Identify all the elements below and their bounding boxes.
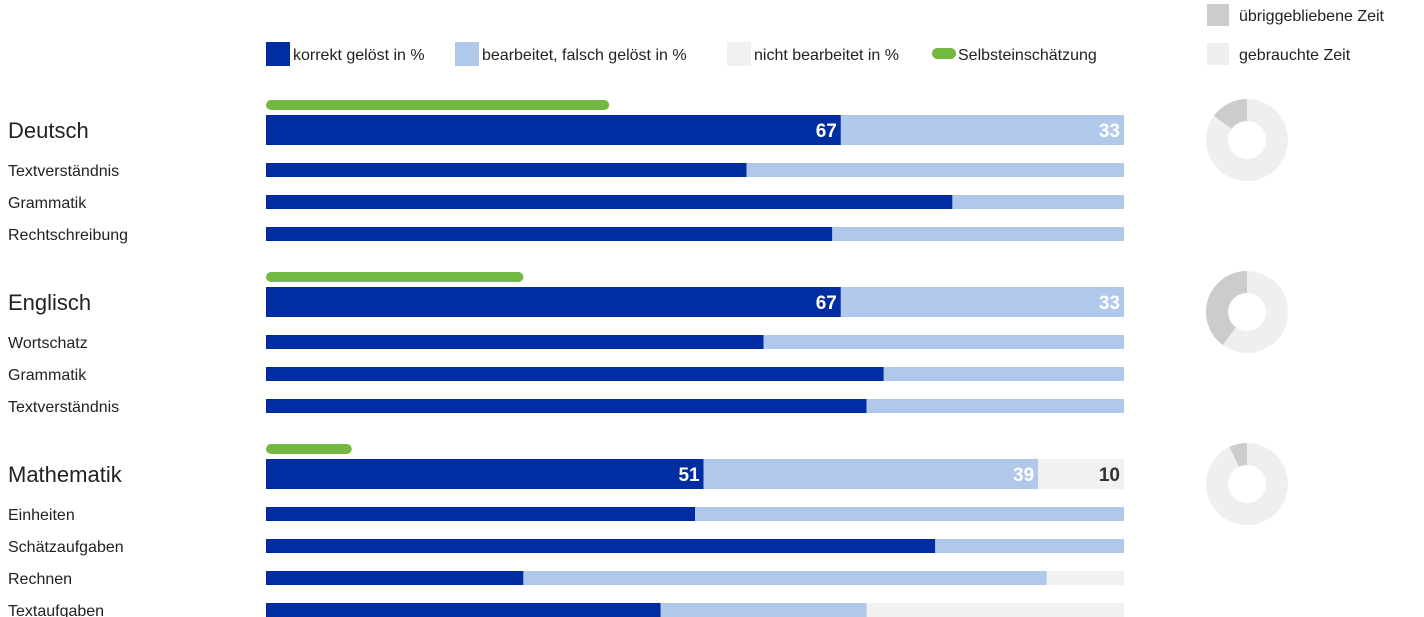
legend-label-self: Selbsteinschätzung: [958, 47, 1097, 64]
value-label-wrong-englisch: 33: [1099, 293, 1120, 314]
subskill-bar-correct: [266, 335, 764, 349]
subskill-bar-wrong: [763, 335, 1124, 349]
value-label-correct-englisch: 67: [816, 293, 837, 314]
subskill-label: Einheiten: [8, 507, 75, 524]
plot-area: Deutsch 67 33 Textverständnis Grammatik Recht…: [8, 99, 1288, 617]
subskill-bar-correct: [266, 227, 833, 241]
bar-wrong-deutsch: [840, 115, 1124, 145]
subskill-bar-wrong: [866, 399, 1124, 413]
time-legend-swatch-used: [1207, 43, 1229, 65]
legend-swatch-self: [932, 48, 956, 59]
subskill-bar-correct: [266, 163, 747, 177]
time-legend-swatch-remaining: [1207, 4, 1229, 26]
bar-wrong-englisch: [840, 287, 1124, 317]
bar-correct-mathematik: [266, 459, 704, 489]
subskill-bar-correct: [266, 195, 953, 209]
subskill-bar-wrong: [746, 163, 1124, 177]
subskill-label: Wortschatz: [8, 335, 88, 352]
value-label-unanswered-mathematik: 10: [1099, 465, 1120, 486]
legend-swatch-wrong: [455, 42, 479, 66]
subskill-bar-wrong: [660, 603, 867, 617]
time-legend: übriggebliebene Zeit gebrauchte Zeit: [1207, 4, 1385, 65]
value-label-correct-deutsch: 67: [816, 121, 837, 142]
subskill-label: Rechnen: [8, 571, 72, 588]
subskill-bar-unanswered: [1046, 571, 1124, 585]
time-donut-hole-deutsch: [1228, 121, 1266, 159]
subskill-bar-wrong: [935, 539, 1124, 553]
self-assessment-bar-englisch: [266, 272, 524, 282]
subskill-bar-wrong: [952, 195, 1124, 209]
time-legend-label-used: gebrauchte Zeit: [1239, 47, 1351, 64]
time-legend-label-remaining: übriggebliebene Zeit: [1239, 8, 1385, 25]
subskill-label: Grammatik: [8, 367, 87, 384]
subskill-label: Schätzaufgaben: [8, 539, 124, 556]
time-donut-hole-mathematik: [1228, 465, 1266, 503]
value-label-correct-mathematik: 51: [678, 465, 700, 486]
time-donut-hole-englisch: [1228, 293, 1266, 331]
legend: korrekt gelöst in % bearbeitet, falsch g…: [266, 42, 1097, 66]
legend-swatch-unanswered: [727, 42, 751, 66]
subskill-bar-correct: [266, 539, 936, 553]
legend-label-correct: korrekt gelöst in %: [293, 47, 425, 64]
subskill-bar-correct: [266, 399, 867, 413]
subskill-bar-correct: [266, 603, 661, 617]
bar-correct-deutsch: [266, 115, 841, 145]
bar-wrong-mathematik: [703, 459, 1039, 489]
subject-label-mathematik: Mathematik: [8, 462, 123, 487]
bar-unanswered-mathematik: [1038, 459, 1124, 489]
subskill-label: Textverständnis: [8, 399, 119, 416]
subskill-bar-wrong: [523, 571, 1047, 585]
legend-label-wrong: bearbeitet, falsch gelöst in %: [482, 47, 687, 64]
subskill-bar-correct: [266, 571, 524, 585]
self-assessment-bar-mathematik: [266, 444, 352, 454]
subskill-bar-correct: [266, 507, 695, 521]
subskill-bar-wrong: [695, 507, 1124, 521]
subskill-label: Textverständnis: [8, 163, 119, 180]
self-assessment-bar-deutsch: [266, 100, 610, 110]
legend-swatch-correct: [266, 42, 290, 66]
value-label-wrong-mathematik: 39: [1013, 465, 1034, 486]
subject-label-deutsch: Deutsch: [8, 118, 89, 143]
subskill-bar-wrong: [883, 367, 1124, 381]
time-donut-remaining-englisch: [1205, 271, 1247, 346]
subskill-bar-unanswered: [866, 603, 1124, 617]
subject-label-englisch: Englisch: [8, 290, 91, 315]
subskill-label: Rechtschreibung: [8, 227, 128, 244]
value-label-wrong-deutsch: 33: [1099, 121, 1120, 142]
subskill-label: Textaufgaben: [8, 603, 104, 617]
bar-correct-englisch: [266, 287, 841, 317]
subskill-bar-wrong: [832, 227, 1124, 241]
subskill-label: Grammatik: [8, 195, 87, 212]
subskill-bar-correct: [266, 367, 884, 381]
legend-label-unanswered: nicht bearbeitet in %: [754, 47, 899, 64]
